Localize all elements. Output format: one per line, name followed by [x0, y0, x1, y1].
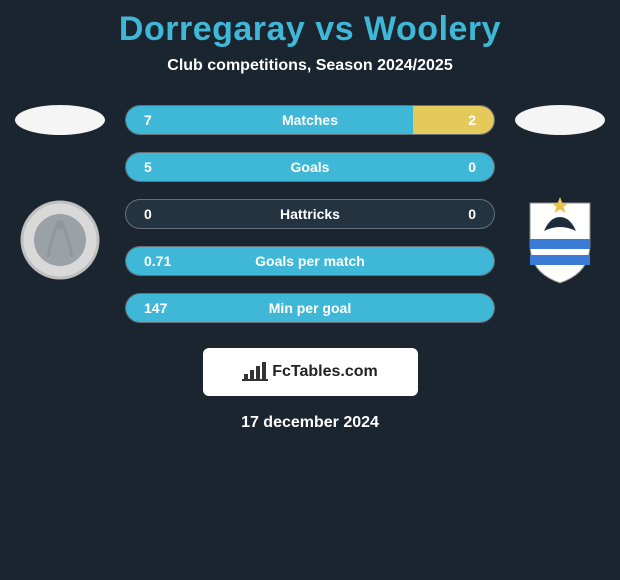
apollon-crest-icon — [20, 195, 100, 285]
player-left-column — [10, 105, 110, 285]
anorthosis-crest-icon — [520, 195, 600, 285]
stat-value-left: 0 — [126, 206, 206, 222]
stat-label: Min per goal — [206, 300, 414, 316]
badge-text: FcTables.com — [272, 363, 378, 381]
chart-icon — [242, 362, 268, 382]
player-right-avatar-placeholder — [515, 105, 605, 135]
stat-row: 5Goals0 — [125, 152, 495, 182]
comparison-panel: 7Matches25Goals00Hattricks00.71Goals per… — [0, 105, 620, 323]
date-label: 17 december 2024 — [0, 414, 620, 432]
player-right-column — [510, 105, 610, 285]
stat-label: Matches — [206, 112, 414, 128]
stats-list: 7Matches25Goals00Hattricks00.71Goals per… — [125, 105, 495, 323]
fctables-badge: FcTables.com — [203, 348, 418, 396]
stat-label: Goals — [206, 159, 414, 175]
stat-row: 147Min per goal — [125, 293, 495, 323]
stat-value-left: 5 — [126, 159, 206, 175]
stat-value-left: 147 — [126, 300, 206, 316]
stat-row: 0Hattricks0 — [125, 199, 495, 229]
stat-label: Goals per match — [206, 253, 414, 269]
stat-row: 0.71Goals per match — [125, 246, 495, 276]
page-title: Dorregaray vs Woolery — [0, 10, 620, 49]
subtitle: Club competitions, Season 2024/2025 — [0, 57, 620, 75]
stat-row: 7Matches2 — [125, 105, 495, 135]
stat-value-right: 0 — [414, 159, 494, 175]
stat-value-right: 0 — [414, 206, 494, 222]
stat-label: Hattricks — [206, 206, 414, 222]
stat-value-left: 0.71 — [126, 253, 206, 269]
player-left-avatar-placeholder — [15, 105, 105, 135]
stat-value-right: 2 — [414, 112, 494, 128]
stat-value-left: 7 — [126, 112, 206, 128]
